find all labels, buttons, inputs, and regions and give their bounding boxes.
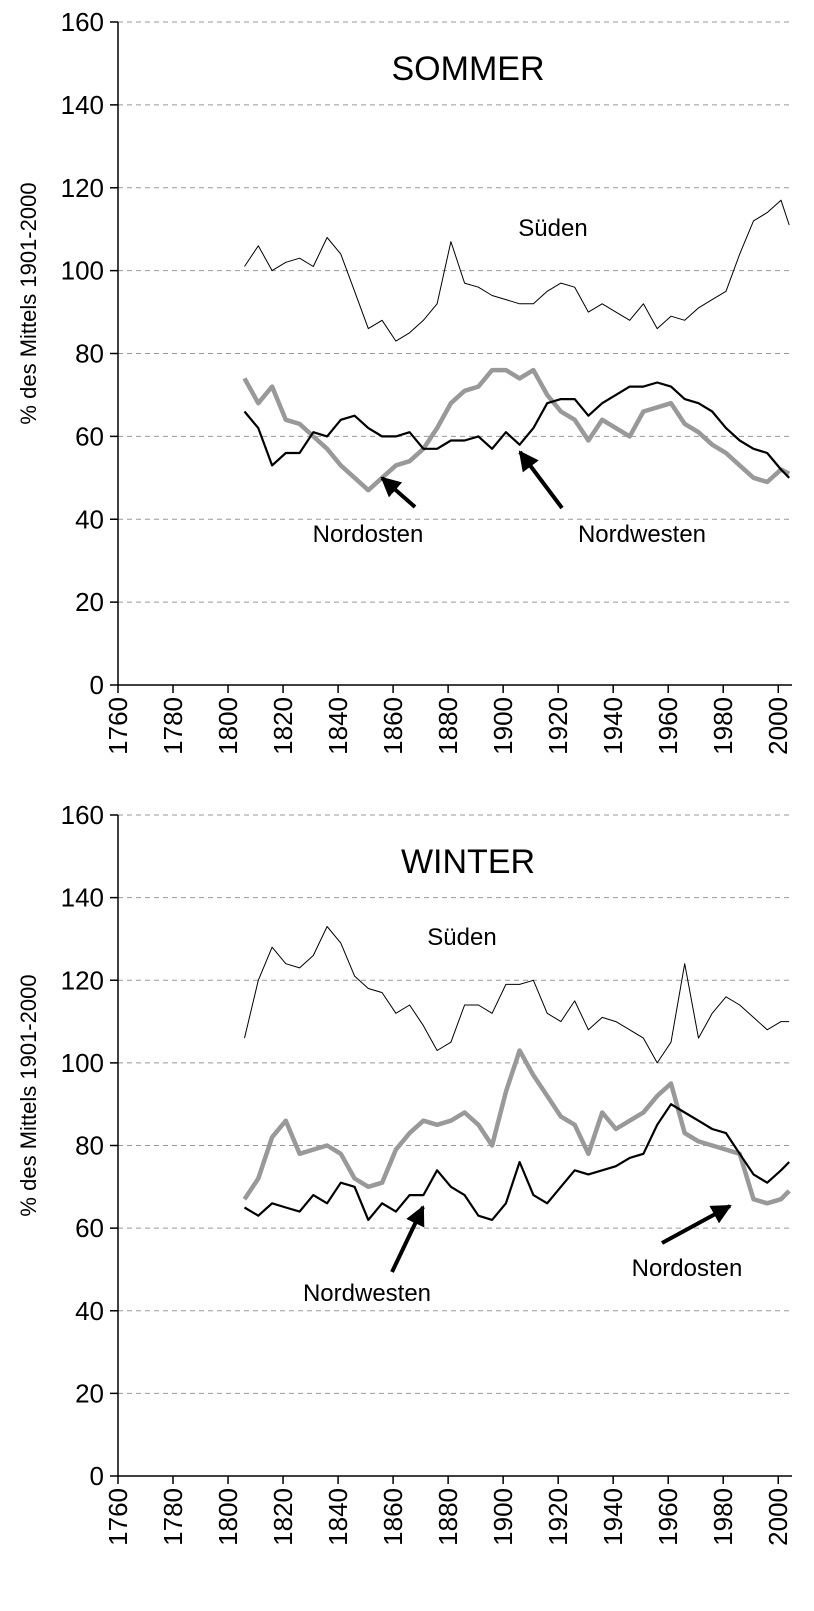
panel: 0 20 40 60 80 100 120 140 160 1760 1780 1800 1820 184… [16, 7, 793, 755]
x-tick-label: 1800 [213, 1488, 243, 1546]
x-tick-label: 1920 [543, 1488, 573, 1546]
x-tick-label: 1760 [103, 697, 133, 755]
x-tick-label: 1780 [158, 697, 188, 755]
x-tick-label: 1800 [213, 697, 243, 755]
x-tick-label: 1960 [653, 697, 683, 755]
label-arrow [380, 476, 417, 509]
series-line [242, 367, 791, 493]
y-tick-label: 20 [75, 587, 104, 617]
y-tick-label: 40 [75, 504, 104, 534]
x-tick-label: 2000 [763, 697, 793, 755]
series-label: Nordosten [632, 1255, 743, 1282]
y-axis-label: % des Mittels 1901-2000 [16, 974, 41, 1216]
series-label: Nordwesten [578, 521, 706, 548]
y-tick-label: 60 [75, 1213, 104, 1243]
series-label: Süden [518, 215, 587, 242]
x-tick-label: 1760 [103, 1488, 133, 1546]
x-tick-label: 1840 [323, 697, 353, 755]
y-tick-label: 20 [75, 1378, 104, 1408]
series-label: Nordwesten [303, 1280, 431, 1307]
x-tick-label: 1980 [708, 697, 738, 755]
label-arrow [390, 1205, 425, 1273]
chart-title: WINTER [401, 843, 535, 881]
series-line [243, 1103, 790, 1221]
x-tick-label: 1960 [653, 1488, 683, 1546]
series-label: Süden [427, 924, 496, 951]
x-tick-label: 1840 [323, 1488, 353, 1546]
y-tick-label: 0 [90, 670, 104, 700]
panel: 0 20 40 60 80 100 120 140 160 1760 1780 1800 1820 184… [16, 800, 793, 1546]
y-tick-label: 100 [61, 1048, 104, 1078]
x-tick-label: 1820 [268, 697, 298, 755]
y-tick-label: 80 [75, 1131, 104, 1161]
y-axis-label: % des Mittels 1901-2000 [16, 182, 41, 424]
series-line [243, 381, 790, 479]
series-line [242, 1048, 791, 1206]
x-tick-label: 1900 [488, 1488, 518, 1546]
y-tick-label: 160 [61, 7, 104, 37]
label-arrow [518, 450, 564, 510]
y-tick-label: 140 [61, 90, 104, 120]
x-tick-label: 2000 [763, 1488, 793, 1546]
series-line [244, 199, 790, 342]
x-tick-label: 1940 [598, 1488, 628, 1546]
series-line [244, 926, 790, 1064]
x-tick-label: 1940 [598, 697, 628, 755]
x-tick-label: 1880 [433, 697, 463, 755]
y-tick-label: 60 [75, 421, 104, 451]
y-tick-label: 140 [61, 883, 104, 913]
x-tick-label: 1880 [433, 1488, 463, 1546]
y-tick-label: 100 [61, 256, 104, 286]
label-arrow [661, 1204, 732, 1245]
y-tick-label: 160 [61, 800, 104, 830]
x-tick-label: 1780 [158, 1488, 188, 1546]
y-tick-label: 120 [61, 173, 104, 203]
x-tick-label: 1820 [268, 1488, 298, 1546]
x-tick-label: 1980 [708, 1488, 738, 1546]
series-label: Nordosten [313, 521, 424, 548]
y-tick-label: 120 [61, 965, 104, 995]
y-tick-label: 40 [75, 1296, 104, 1326]
x-tick-label: 1900 [488, 697, 518, 755]
chart-title: SOMMER [392, 50, 545, 88]
y-tick-label: 0 [90, 1461, 104, 1491]
x-tick-label: 1860 [378, 697, 408, 755]
y-tick-label: 80 [75, 339, 104, 369]
x-tick-label: 1920 [543, 697, 573, 755]
x-tick-label: 1860 [378, 1488, 408, 1546]
